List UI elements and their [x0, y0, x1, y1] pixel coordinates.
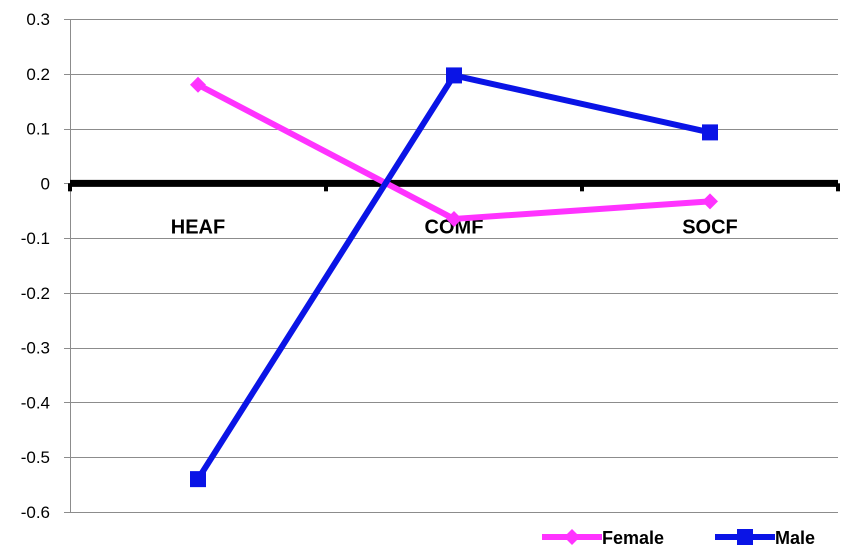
data-point	[446, 67, 462, 84]
data-point	[446, 210, 462, 227]
legend-item-female: Female	[542, 528, 664, 548]
y-tick-label: -0.3	[21, 339, 50, 358]
series-male	[190, 67, 718, 488]
legend: Female Male	[542, 528, 815, 548]
y-tick-label: 0.2	[26, 65, 50, 84]
data-point	[702, 124, 718, 141]
series-line	[196, 82, 711, 222]
y-tick-label: -0.6	[21, 503, 50, 522]
category-label: COMF	[425, 216, 484, 238]
legend-marker	[737, 529, 753, 545]
category-labels: HEAF COMF SOCF	[171, 216, 738, 238]
legend-marker	[564, 529, 580, 545]
y-axis	[64, 19, 71, 513]
legend-label: Male	[775, 528, 815, 548]
series-line	[195, 72, 711, 481]
y-tick-label: -0.5	[21, 448, 50, 467]
gridlines	[70, 19, 838, 513]
category-label: SOCF	[682, 216, 738, 238]
data-point	[190, 76, 206, 93]
data-point	[190, 471, 206, 488]
x-axis-zero-line	[68, 179, 840, 192]
legend-label: Female	[602, 528, 664, 548]
y-tick-label: 0.1	[26, 120, 50, 139]
y-tick-label: -0.1	[21, 229, 50, 248]
category-label: HEAF	[171, 216, 225, 238]
legend-item-male: Male	[715, 528, 815, 548]
data-point	[702, 193, 718, 210]
y-tick-labels: 0.3 0.2 0.1 0 -0.1 -0.2 -0.3 -0.4 -0.5 -0.6	[21, 10, 50, 522]
y-tick-label: -0.4	[21, 393, 50, 412]
y-tick-label: -0.2	[21, 284, 50, 303]
series-female	[190, 76, 718, 227]
series-group	[190, 67, 718, 488]
y-tick-label: 0	[41, 174, 50, 193]
y-tick-label: 0.3	[26, 10, 50, 29]
